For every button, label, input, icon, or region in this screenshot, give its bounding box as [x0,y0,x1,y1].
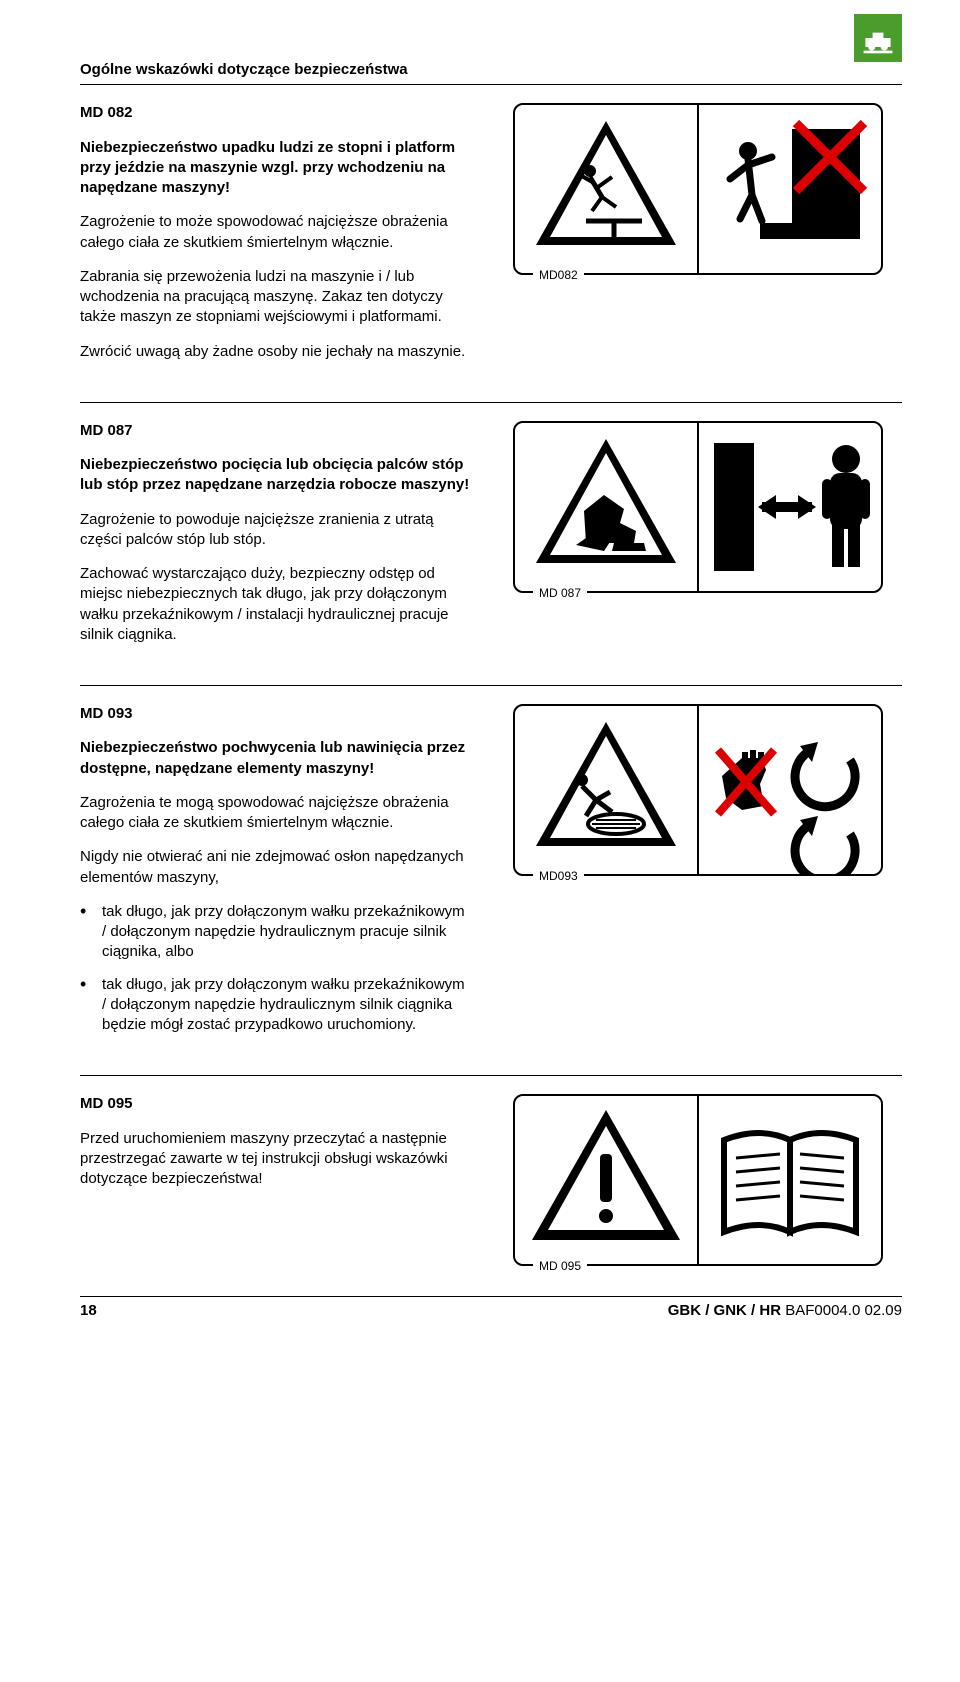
md-code: MD 093 [80,704,470,724]
paragraph: Zagrożenia te mogą spowodować najcięższe… [80,793,470,834]
md-title: Niebezpieczeństwo upadku ludzi ze stopni… [80,138,470,199]
pictogram-label: MD082 [533,267,584,283]
pictogram-label: MD093 [533,868,584,884]
md-code: MD 087 [80,421,470,441]
section-md095: MD 095 Przed uruchomieniem maszyny przec… [80,1094,902,1266]
doc-id: GBK / GNK / HR BAF0004.0 02.09 [668,1301,902,1321]
pictogram-md087: MD 087 [513,421,883,593]
pictogram-md093: MD093 [513,704,883,876]
section-md093: MD 093 Niebezpieczeństwo pochwycenia lub… [80,704,902,1049]
paragraph: Zwrócić uwagą aby żadne osoby nie jechał… [80,342,470,362]
divider [80,685,902,686]
bullet-item: tak długo, jak przy dołączonym wałku prz… [80,902,470,963]
paragraph: Przed uruchomieniem maszyny przeczytać a… [80,1129,470,1190]
paragraph: Zagrożenie to powoduje najcięższe zranie… [80,510,470,551]
divider [80,1075,902,1076]
md-title: Niebezpieczeństwo pocięcia lub obcięcia … [80,455,470,496]
page-header: Ogólne wskazówki dotyczące bezpieczeństw… [80,60,902,80]
page-footer: 18 GBK / GNK / HR BAF0004.0 02.09 [80,1296,902,1321]
pictogram-label: MD 087 [533,585,587,601]
brand-logo [854,14,902,62]
divider [80,402,902,403]
paragraph: Zabrania się przewożenia ludzi na maszyn… [80,267,470,328]
md-code: MD 095 [80,1094,470,1114]
bullet-item: tak długo, jak przy dołączonym wałku prz… [80,975,470,1036]
doc-id-rest: BAF0004.0 02.09 [781,1302,902,1319]
paragraph: Zagrożenie to może spowodować najcięższe… [80,212,470,253]
paragraph: Zachować wystarczająco duży, bezpieczny … [80,564,470,645]
paragraph: Nigdy nie otwierać ani nie zdejmować osł… [80,847,470,888]
doc-id-bold: GBK / GNK / HR [668,1302,781,1319]
pictogram-md082: MD082 [513,103,883,275]
md-code: MD 082 [80,103,470,123]
divider [80,84,902,85]
md-title: Niebezpieczeństwo pochwycenia lub nawini… [80,738,470,779]
page-number: 18 [80,1301,97,1321]
pictogram-md095: MD 095 [513,1094,883,1266]
section-md087: MD 087 Niebezpieczeństwo pocięcia lub ob… [80,421,902,659]
pictogram-label: MD 095 [533,1258,587,1274]
section-md082: MD 082 Niebezpieczeństwo upadku ludzi ze… [80,103,902,376]
